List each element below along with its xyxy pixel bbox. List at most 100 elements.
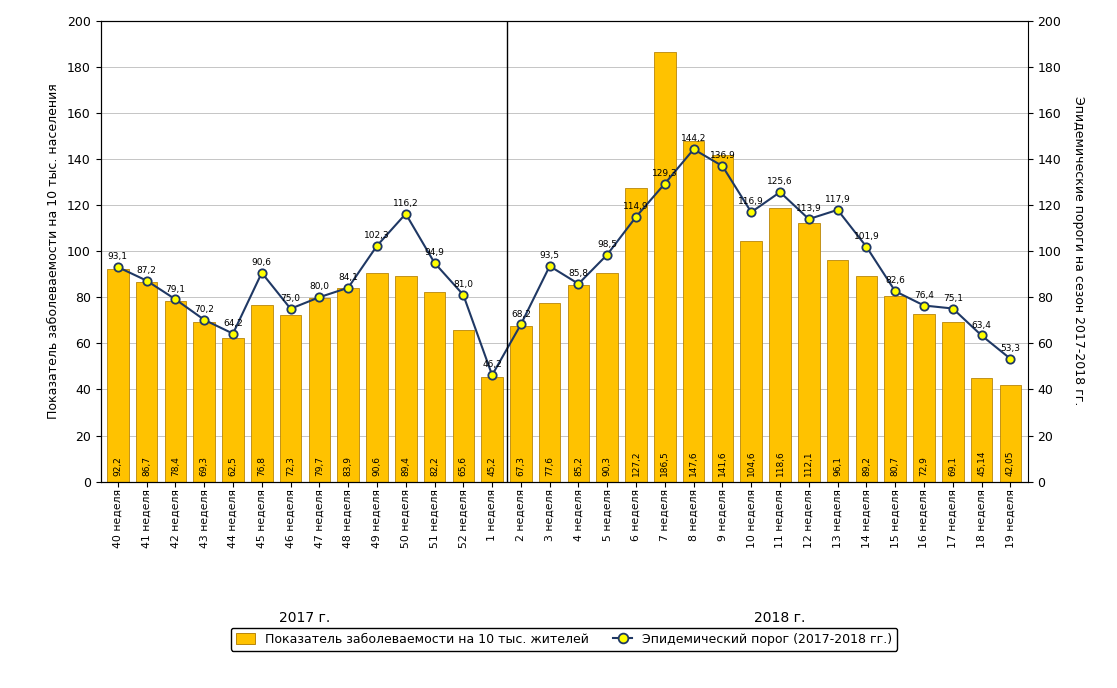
Bar <box>538 303 561 482</box>
Text: 104,6: 104,6 <box>747 450 756 476</box>
Text: 75,1: 75,1 <box>943 294 963 303</box>
Bar <box>279 315 302 482</box>
Text: 85,2: 85,2 <box>574 456 583 476</box>
Text: 45,2: 45,2 <box>488 456 497 476</box>
Text: 80,0: 80,0 <box>309 283 330 292</box>
Bar <box>136 282 157 482</box>
Text: 67,3: 67,3 <box>516 456 525 476</box>
Text: 79,1: 79,1 <box>165 285 185 294</box>
Legend: Показатель заболеваемости на 10 тыс. жителей, Эпидемический порог (2017-2018 гг.: Показатель заболеваемости на 10 тыс. жит… <box>231 627 897 651</box>
Y-axis label: Показатель заболеваемости на 10 тыс. населения: Показатель заболеваемости на 10 тыс. нас… <box>47 83 60 419</box>
Bar <box>971 378 992 482</box>
Text: 127,2: 127,2 <box>631 451 640 476</box>
Text: 75,0: 75,0 <box>280 294 300 303</box>
Bar <box>712 155 733 482</box>
Bar <box>885 296 906 482</box>
Text: 90,6: 90,6 <box>372 456 381 476</box>
Bar <box>914 314 935 482</box>
Text: 84,1: 84,1 <box>338 273 359 282</box>
Text: 79,7: 79,7 <box>315 456 324 476</box>
Text: 76,4: 76,4 <box>914 291 934 300</box>
Text: 53,3: 53,3 <box>1001 344 1020 353</box>
Text: 85,8: 85,8 <box>569 269 589 278</box>
Bar <box>423 292 446 482</box>
Bar <box>481 378 503 482</box>
Bar <box>395 276 417 482</box>
Bar <box>856 276 877 482</box>
Bar <box>827 260 849 482</box>
Text: 186,5: 186,5 <box>660 450 669 476</box>
Bar <box>251 305 273 482</box>
Text: 69,1: 69,1 <box>948 456 957 476</box>
Text: 144,2: 144,2 <box>681 134 706 144</box>
Bar <box>1000 385 1021 482</box>
Text: 72,3: 72,3 <box>286 456 295 476</box>
Text: 65,6: 65,6 <box>459 456 468 476</box>
Text: 141,6: 141,6 <box>718 450 727 476</box>
Bar <box>626 189 647 482</box>
Text: 112,1: 112,1 <box>804 450 813 476</box>
Y-axis label: Эпидемические пороги на сезон 2017-2018 гг.: Эпидемические пороги на сезон 2017-2018 … <box>1072 96 1086 406</box>
Text: 2018 г.: 2018 г. <box>754 611 805 625</box>
Text: 80,7: 80,7 <box>890 456 899 476</box>
Text: 118,6: 118,6 <box>775 450 784 476</box>
Bar <box>452 330 474 482</box>
Text: 116,2: 116,2 <box>393 199 419 208</box>
Bar <box>308 298 331 482</box>
Text: 69,3: 69,3 <box>200 456 209 476</box>
Text: 129,3: 129,3 <box>652 169 678 178</box>
Text: 77,6: 77,6 <box>545 456 554 476</box>
Bar <box>107 269 128 482</box>
Text: 89,4: 89,4 <box>401 456 410 476</box>
Text: 102,3: 102,3 <box>364 231 390 240</box>
Text: 42,05: 42,05 <box>1006 451 1015 476</box>
Bar <box>741 241 762 482</box>
Text: 87,2: 87,2 <box>136 266 156 275</box>
Text: 90,3: 90,3 <box>603 456 612 476</box>
Text: 117,9: 117,9 <box>824 195 850 204</box>
Bar <box>655 52 676 482</box>
Text: 94,9: 94,9 <box>424 248 445 257</box>
Text: 125,6: 125,6 <box>767 178 793 186</box>
Text: 82,6: 82,6 <box>886 277 905 286</box>
Text: 93,5: 93,5 <box>540 251 560 260</box>
Text: 63,4: 63,4 <box>972 321 992 330</box>
Text: 45,14: 45,14 <box>977 451 986 476</box>
Text: 78,4: 78,4 <box>171 456 180 476</box>
Text: 76,8: 76,8 <box>257 456 266 476</box>
Text: 83,9: 83,9 <box>344 456 353 476</box>
Text: 62,5: 62,5 <box>229 456 238 476</box>
Bar <box>798 223 820 482</box>
Bar <box>337 288 359 482</box>
Text: 90,6: 90,6 <box>251 258 271 267</box>
Text: 113,9: 113,9 <box>796 204 822 213</box>
Bar <box>366 272 388 482</box>
Text: 98,5: 98,5 <box>598 240 618 249</box>
Bar <box>222 338 244 482</box>
Text: 81,0: 81,0 <box>454 280 474 289</box>
Text: 92,2: 92,2 <box>113 456 122 476</box>
Bar <box>770 208 791 482</box>
Text: 68,2: 68,2 <box>510 310 531 319</box>
Bar <box>596 273 618 482</box>
Bar <box>510 327 532 482</box>
Text: 136,9: 136,9 <box>709 151 735 160</box>
Text: 70,2: 70,2 <box>194 305 214 314</box>
Text: 72,9: 72,9 <box>919 456 928 476</box>
Bar <box>942 323 964 482</box>
Bar <box>164 301 187 482</box>
Bar <box>682 142 705 482</box>
Text: 82,2: 82,2 <box>430 456 439 476</box>
Text: 2017 г.: 2017 г. <box>279 611 331 625</box>
Text: 64,2: 64,2 <box>223 319 242 328</box>
Text: 116,9: 116,9 <box>738 197 764 206</box>
Text: 89,2: 89,2 <box>862 456 871 476</box>
Bar <box>567 286 590 482</box>
Text: 96,1: 96,1 <box>833 456 842 476</box>
Text: 86,7: 86,7 <box>142 456 151 476</box>
Text: 101,9: 101,9 <box>853 232 879 241</box>
Text: 46,2: 46,2 <box>483 361 502 369</box>
Text: 93,1: 93,1 <box>108 252 127 261</box>
Text: 147,6: 147,6 <box>689 450 698 476</box>
Bar <box>193 322 214 482</box>
